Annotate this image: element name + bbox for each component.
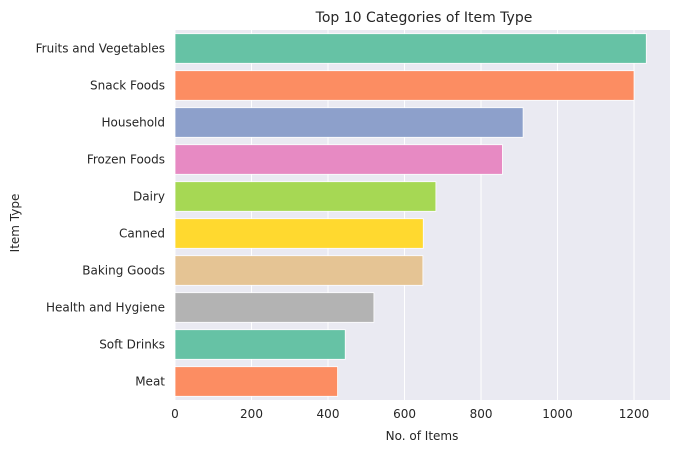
bar bbox=[174, 144, 503, 175]
x-tick-label: 600 bbox=[393, 407, 416, 421]
y-tick-label: Fruits and Vegetables bbox=[36, 42, 165, 56]
y-tick-label: Household bbox=[101, 116, 165, 130]
bar bbox=[174, 107, 524, 138]
x-tick-label: 1000 bbox=[542, 407, 573, 421]
y-tick-label: Frozen Foods bbox=[87, 153, 165, 167]
y-tick-label: Health and Hygiene bbox=[46, 301, 165, 315]
x-tick-label: 1200 bbox=[619, 407, 650, 421]
x-tick-label: 800 bbox=[470, 407, 493, 421]
bar bbox=[174, 70, 635, 101]
bar bbox=[174, 329, 346, 360]
y-tick-label: Meat bbox=[135, 375, 165, 389]
chart-title: Top 10 Categories of Item Type bbox=[315, 10, 533, 26]
y-tick-label: Baking Goods bbox=[82, 264, 165, 278]
bar bbox=[174, 33, 647, 64]
bar bbox=[174, 366, 338, 397]
bars bbox=[174, 33, 647, 397]
x-axis-label: No. of Items bbox=[386, 429, 459, 443]
x-tick-label: 0 bbox=[171, 407, 179, 421]
y-tick-labels: Fruits and Vegetables Snack Foods Househol… bbox=[36, 42, 166, 389]
x-tick-label: 200 bbox=[240, 407, 263, 421]
bar bbox=[174, 218, 424, 249]
y-axis-label: Item Type bbox=[8, 194, 22, 253]
bar bbox=[174, 292, 375, 323]
bar bbox=[174, 255, 424, 286]
y-tick-label: Soft Drinks bbox=[99, 338, 165, 352]
bar bbox=[174, 181, 437, 212]
x-tick-labels: 0 200 400 600 800 1000 1200 bbox=[171, 407, 649, 421]
y-tick-label: Canned bbox=[119, 227, 165, 241]
y-tick-label: Snack Foods bbox=[90, 79, 165, 93]
y-tick-label: Dairy bbox=[133, 190, 165, 204]
x-tick-label: 400 bbox=[317, 407, 340, 421]
